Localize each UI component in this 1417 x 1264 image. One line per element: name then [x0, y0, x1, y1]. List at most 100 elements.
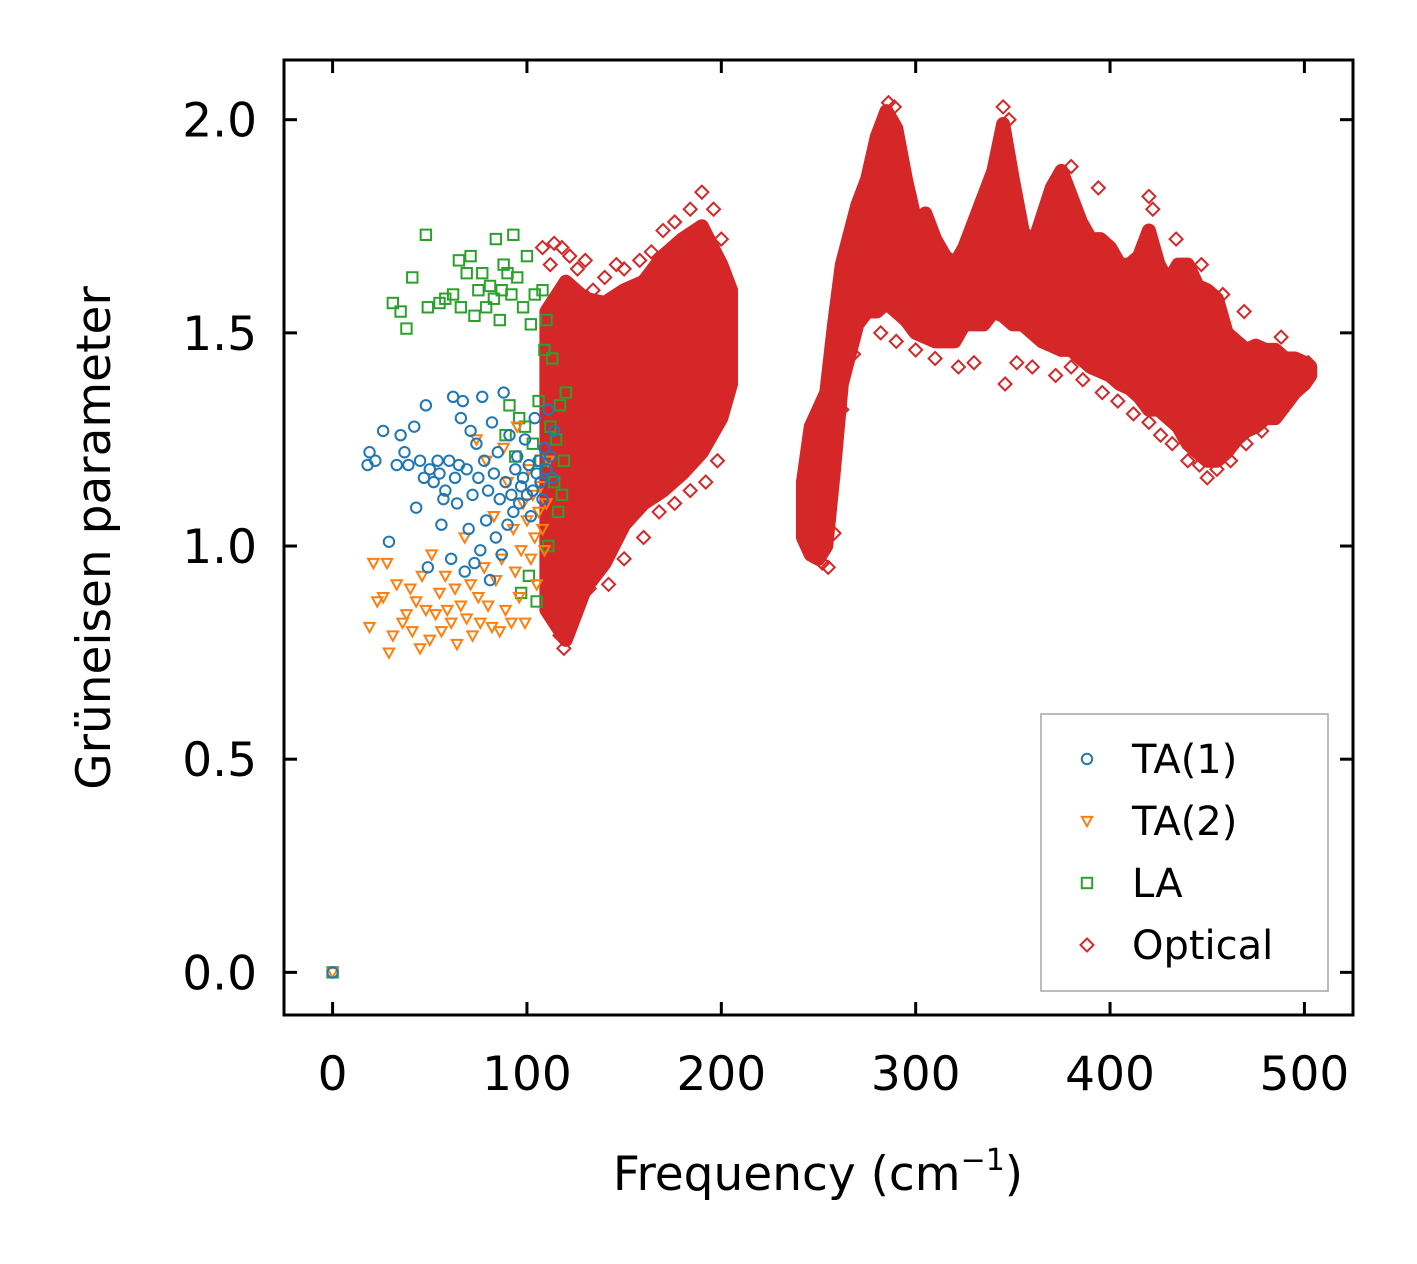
ta1-point	[435, 518, 448, 531]
y-tick-label: 0.5	[182, 733, 257, 788]
optical-point	[534, 239, 551, 256]
ta2-point	[325, 967, 340, 980]
ta2-point	[403, 583, 418, 596]
optical-point	[554, 239, 570, 256]
ta2-point	[366, 557, 381, 571]
ta2-point	[527, 532, 542, 545]
optical-point	[880, 94, 897, 111]
optical-point	[1193, 256, 1210, 273]
la-point	[511, 271, 524, 284]
series-optical	[534, 94, 1318, 657]
ta2-point	[477, 562, 492, 575]
ta1-point	[460, 463, 473, 476]
la-point	[386, 296, 400, 310]
ta2-point	[405, 626, 420, 639]
ta2-point	[531, 506, 546, 520]
ta1-point	[487, 467, 501, 480]
ta1-point	[495, 548, 508, 561]
ta1-point	[528, 411, 541, 425]
legend-marker-la	[1080, 876, 1094, 890]
ta1-point	[431, 454, 444, 467]
x-axis-title-superscript: −1	[961, 1143, 1005, 1178]
optical-point	[666, 495, 683, 512]
optical-point	[1024, 359, 1041, 375]
ta1-point	[376, 424, 390, 438]
ta2-point	[508, 566, 523, 579]
ta1-point	[489, 531, 503, 544]
la-point	[559, 386, 573, 399]
optical-point	[1191, 457, 1208, 473]
ta1-point	[542, 403, 555, 416]
plot-frame	[282, 58, 1355, 1017]
ta1-point	[421, 561, 435, 574]
ta1-point	[491, 446, 504, 459]
ta2-point	[434, 626, 449, 639]
ta2-point	[518, 617, 532, 631]
ta1-point	[363, 446, 376, 459]
ta2-point	[440, 604, 455, 618]
optical-point	[997, 376, 1014, 392]
optical-point	[1236, 303, 1253, 320]
optical-point	[1001, 111, 1017, 128]
optical-point	[820, 559, 837, 576]
ta2-point	[453, 600, 468, 613]
la-point	[546, 352, 559, 365]
ta1-point	[544, 450, 557, 463]
optical-point	[635, 529, 652, 546]
optical-point	[713, 231, 730, 247]
optical-point	[886, 98, 903, 115]
optical-point	[709, 452, 726, 469]
la-point	[540, 313, 553, 327]
optical-point	[1008, 354, 1025, 371]
la-point	[483, 279, 497, 293]
la-point	[421, 301, 435, 314]
optical-point	[1300, 354, 1317, 371]
ta2-point	[389, 579, 404, 592]
ta2-point	[424, 549, 439, 562]
optical-point	[1253, 423, 1270, 439]
la-point	[532, 394, 545, 408]
optical-point	[1199, 469, 1216, 486]
ta1-point	[493, 492, 506, 506]
ta1-point	[485, 416, 499, 429]
la-point	[499, 428, 512, 442]
ta1-point	[437, 492, 450, 506]
ta1-point	[532, 454, 545, 467]
ta2-point	[535, 523, 550, 537]
y-tick-label: 1.0	[182, 520, 257, 575]
ta1-point	[464, 424, 477, 438]
optical-point	[577, 252, 594, 269]
optical-point	[561, 610, 578, 627]
la-point	[536, 284, 549, 297]
ta1-point	[479, 514, 493, 527]
ta2-point	[473, 617, 488, 631]
optical-point	[1209, 461, 1225, 478]
x-axis-title-main: Frequency (cm	[613, 1147, 961, 1202]
la-point	[538, 343, 551, 357]
ta2-point	[428, 609, 443, 622]
y-tick-label: 2.0	[182, 94, 257, 149]
la-point	[394, 305, 407, 318]
ta1-point	[413, 454, 427, 467]
ta1-point	[458, 565, 471, 578]
ta1-point	[394, 428, 407, 442]
optical-band-2	[795, 104, 1318, 566]
x-tick-label: 0	[318, 1047, 348, 1102]
optical-point	[682, 482, 699, 499]
ta1-point	[409, 501, 423, 514]
la-point	[503, 399, 516, 412]
optical-point	[651, 504, 668, 520]
optical-point	[616, 550, 633, 567]
ta2-point	[438, 570, 453, 584]
ta1-point	[516, 471, 530, 485]
optical-point	[561, 248, 578, 265]
legend-marker-ta1	[1080, 752, 1094, 766]
series-ta2	[325, 421, 556, 980]
ta1-point	[439, 484, 452, 497]
la-point	[468, 309, 481, 323]
ta2-point	[362, 621, 377, 635]
ta2-point	[537, 545, 552, 558]
la-point	[524, 318, 538, 331]
la-point	[479, 301, 493, 314]
ta1-point	[443, 454, 456, 467]
